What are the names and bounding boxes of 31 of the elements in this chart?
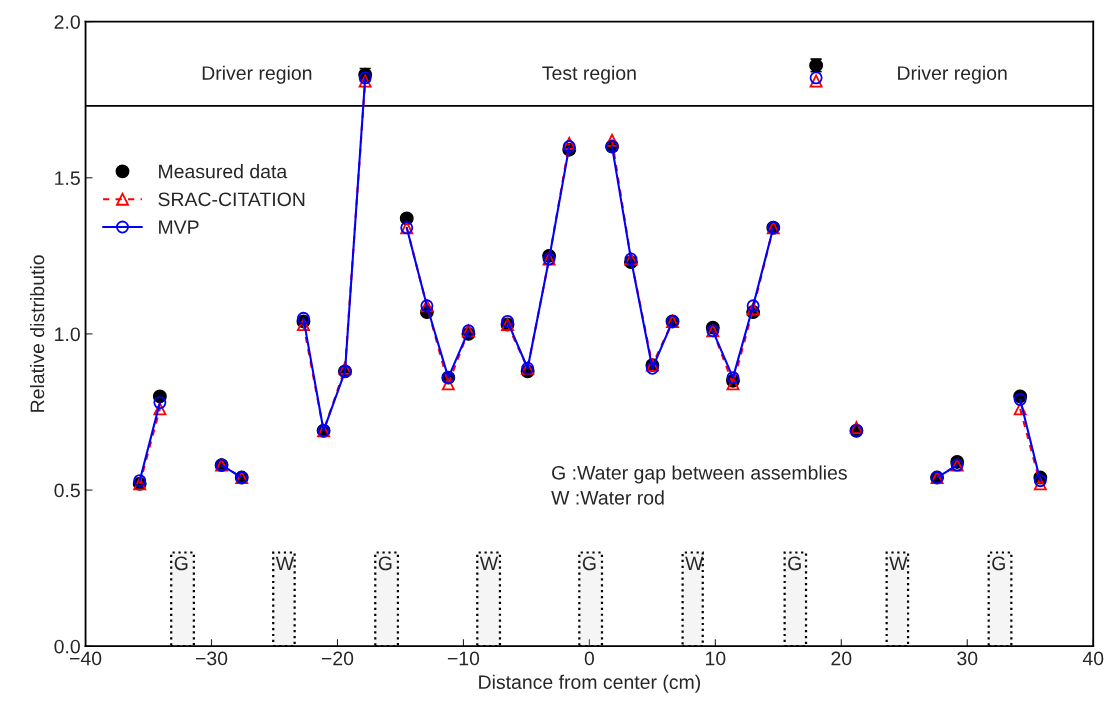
annotation: W :Water rod <box>551 490 664 505</box>
x-tick-label: 10 <box>706 651 726 666</box>
band-label: G <box>788 556 801 571</box>
annotation: Driver region <box>202 65 312 84</box>
annotation: Test region <box>542 65 636 84</box>
band-label: G <box>378 556 392 571</box>
annotation: G :Water gap between assemblies <box>552 465 847 484</box>
band-label: G <box>582 556 596 571</box>
x-tick-label: −20 <box>321 651 354 666</box>
y-tick-label: 1.5 <box>55 171 80 186</box>
x-tick-label: −10 <box>447 651 480 666</box>
y-tick-label: 1.0 <box>55 327 80 342</box>
x-tick-label: −30 <box>195 651 228 666</box>
legend-label: SRAC-CITATION <box>158 192 305 207</box>
y-axis-title: Relative distributio <box>29 255 45 412</box>
x-axis-title: Distance from center (cm) <box>479 674 701 693</box>
legend-label: MVP <box>159 220 199 234</box>
band-label: W <box>275 556 295 571</box>
x-tick-label: 0 <box>584 651 595 666</box>
band-label: W <box>479 556 499 571</box>
x-tick-label: 30 <box>957 651 978 666</box>
band-label: G <box>992 556 1005 571</box>
y-tick-label: 2.0 <box>54 15 80 29</box>
band-label: W <box>685 556 704 571</box>
legend-label: Measured data <box>159 164 288 179</box>
band-label: W <box>889 556 908 571</box>
x-tick-label: 40 <box>1082 651 1104 666</box>
band-label: G <box>174 556 188 571</box>
y-tick-label: 0.5 <box>54 483 80 498</box>
x-tick-label: 20 <box>831 651 852 666</box>
annotation: Driver region <box>898 65 1007 84</box>
